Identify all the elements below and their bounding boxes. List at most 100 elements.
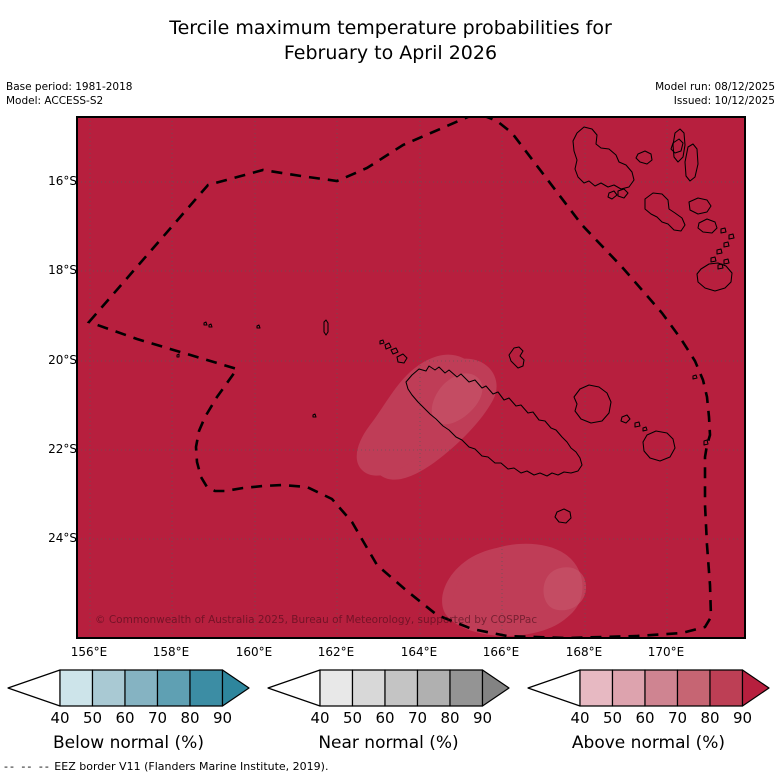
x-tick-label: 164°E [400, 645, 438, 659]
colorbar-tick: 90 [212, 709, 233, 727]
y-tick-label: 18°S [48, 263, 77, 277]
colorbar-tick: 60 [635, 709, 655, 727]
y-tick-label: 16°S [48, 174, 77, 188]
colorbar-tick: 90 [732, 709, 753, 727]
colorbar-tick: 50 [602, 709, 623, 727]
title-line-2: February to April 2026 [283, 42, 498, 64]
model-text: Model: ACCESS-S2 [6, 95, 104, 107]
page-title: Tercile maximum temperature probabilitie… [0, 16, 781, 66]
colorbar-above-normal[interactable]: 40 50 60 70 80 90 Above normal (%) [522, 668, 775, 753]
coastline-belep [396, 353, 408, 364]
colorbar-tick: 80 [180, 709, 200, 727]
colorbar-bin-40-50 [579, 669, 614, 707]
colorbar-tick-row: 40 50 60 70 80 90 [522, 709, 775, 731]
coastline-islet-v3 [723, 241, 730, 248]
colorbar-tick-row: 40 50 60 70 80 90 [262, 709, 515, 731]
map-gridlines [77, 117, 745, 638]
coastline-matthew [692, 374, 698, 380]
coastline-efate [696, 262, 733, 292]
colorbar-bin-40-50 [319, 669, 354, 707]
coastlines [176, 126, 735, 524]
colorbar-bin-50-60 [351, 669, 386, 707]
colorbar-title: Near normal (%) [318, 733, 459, 753]
colorbar-bin-70-80 [676, 669, 711, 707]
colorbar-bin-80-90 [709, 669, 744, 707]
colorbar-under-arrow [7, 669, 61, 707]
coastline-islet-v7 [723, 258, 730, 265]
colorbar-under-arrow [527, 669, 581, 707]
coastline-espiritu-santo [572, 126, 635, 190]
colorbar-tick: 60 [375, 709, 395, 727]
coastline-islet-s3 [176, 353, 180, 358]
coastline-islet-v4 [716, 248, 723, 255]
x-tick-label: 170°E [647, 645, 685, 659]
colorbar-below-normal[interactable]: 40 50 60 70 80 90 Below normal (%) [2, 668, 255, 753]
footnote-text: EEZ border V11 (Flanders Marine Institut… [50, 760, 329, 773]
coastline-islet-n1 [390, 347, 399, 355]
coastline-islet-v2 [728, 233, 735, 240]
coastline-reef-2 [203, 321, 208, 326]
coastline-malakula [644, 192, 686, 232]
title-line-1: Tercile maximum temperature probabilitie… [169, 17, 612, 39]
coastline-islet-v5 [710, 256, 717, 263]
colorbar-tick-row: 40 50 60 70 80 90 [2, 709, 255, 731]
colorbar-near-normal[interactable]: 40 50 60 70 80 90 Near normal (%) [262, 668, 515, 753]
x-tick-label: 162°E [317, 645, 355, 659]
colorbar-bin-80-90 [449, 669, 484, 707]
model-run-text: Model run: 08/12/2025 [655, 81, 775, 93]
coastline-islet-n3 [379, 339, 385, 345]
coastline-islet-s1 [208, 323, 213, 328]
coastline-mare [642, 430, 676, 462]
colorbar-tick: 80 [440, 709, 460, 727]
footnote: -- -- -- EEZ border V11 (Flanders Marine… [4, 760, 328, 773]
coastline-malo [617, 188, 629, 199]
coastline-tiga [620, 414, 631, 424]
colorbar-tick: 90 [472, 709, 493, 727]
x-tick-label: 158°E [152, 645, 190, 659]
coastline-ouvea [508, 346, 525, 369]
colorbar-title: Below normal (%) [53, 733, 204, 753]
colorbar-over-arrow [481, 669, 510, 707]
x-tick-label: 156°E [70, 645, 108, 659]
coastline-aore [607, 190, 618, 200]
colorbar-bin-60-70 [384, 669, 419, 707]
y-tick-label: 22°S [48, 442, 77, 456]
forecast-map[interactable]: © Commonwealth of Australia 2025, Bureau… [76, 116, 746, 639]
coastline-reef-1 [323, 319, 329, 336]
coastline-gaua [635, 150, 653, 165]
colorbar-tick: 60 [115, 709, 135, 727]
colorbar-over-arrow [221, 669, 250, 707]
coastline-islet-n2 [384, 342, 392, 350]
coastline-islet-v1 [720, 227, 727, 234]
x-tick-label: 160°E [235, 645, 273, 659]
colorbar-bin-60-70 [124, 669, 159, 707]
colorbar-tick: 80 [700, 709, 720, 727]
colorbar-under-arrow [267, 669, 321, 707]
map-border [77, 117, 745, 638]
coastline-ambrym [688, 197, 712, 215]
coastline-pentecost [684, 143, 699, 182]
colorbar-bin-70-80 [416, 669, 451, 707]
coastline-ambae [670, 138, 684, 154]
colorbar-bin-40-50 [59, 669, 94, 707]
x-tick-label: 168°E [565, 645, 603, 659]
metadata-left: Base period: 1981-2018 Model: ACCESS-S2 [6, 80, 132, 108]
colorbar-bin-70-80 [156, 669, 191, 707]
probability-field-70-80 [431, 373, 587, 611]
coastline-islet-l1 [634, 421, 641, 428]
colorbar-bin-50-60 [91, 669, 126, 707]
metadata-right: Model run: 08/12/2025 Issued: 10/12/2025 [655, 80, 775, 108]
colorbar-tick: 70 [147, 709, 168, 727]
coastline-walpole [703, 439, 709, 446]
colorbar-tick: 70 [407, 709, 428, 727]
coastline-maewo [672, 128, 686, 163]
colorbar-tick: 40 [310, 709, 330, 727]
coastline-islet-s2 [256, 324, 261, 329]
issued-text: Issued: 10/12/2025 [673, 95, 775, 107]
coastline-reef-3 [312, 413, 317, 418]
y-tick-label: 24°S [48, 531, 77, 545]
eez-dash-legend-icon: -- -- -- [4, 760, 51, 773]
coastline-epi [697, 218, 718, 234]
coastline-ile-des-pins [554, 508, 572, 524]
base-period-text: Base period: 1981-2018 [6, 81, 133, 93]
